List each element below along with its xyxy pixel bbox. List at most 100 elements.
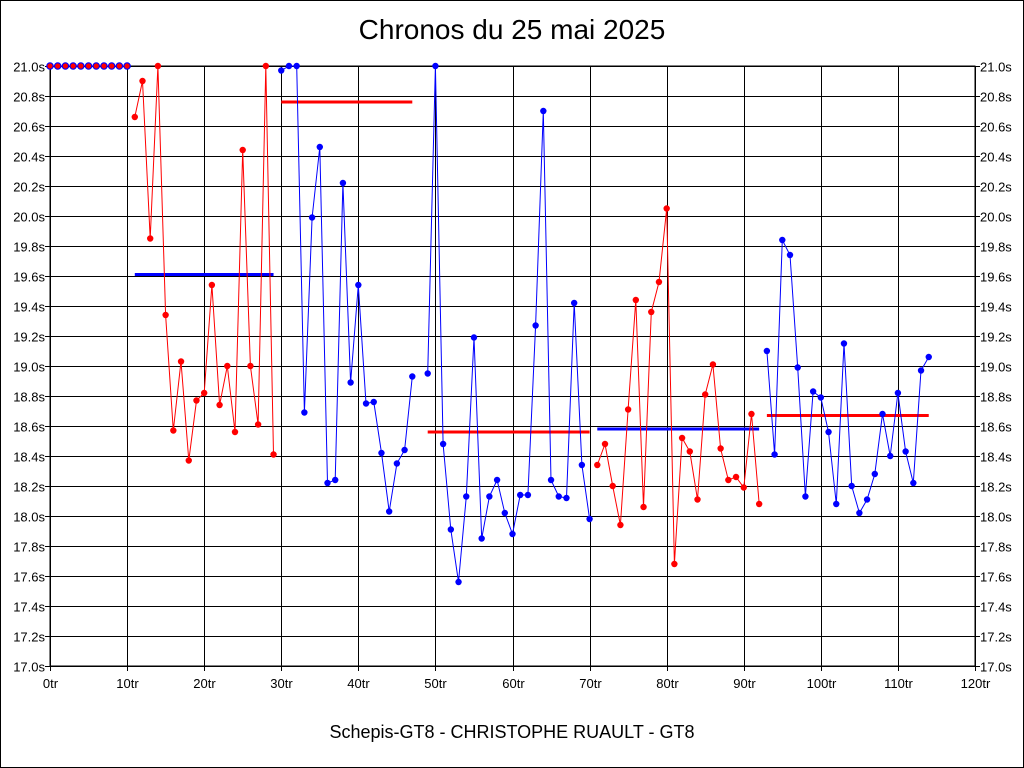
data-point	[270, 451, 277, 458]
x-tick-label: 40tr	[347, 676, 370, 691]
data-point	[278, 67, 285, 74]
data-point	[84, 62, 93, 70]
data-point	[779, 236, 786, 244]
data-point	[46, 62, 54, 70]
data-point	[254, 421, 262, 428]
data-point	[470, 334, 478, 341]
data-point	[648, 308, 655, 316]
data-point	[802, 493, 809, 500]
y-tick-label-right: 19.2s	[980, 330, 1012, 345]
x-tick-label: 100tr	[807, 676, 837, 691]
data-point	[424, 370, 431, 377]
data-point	[755, 500, 763, 508]
data-point	[378, 449, 385, 457]
data-point	[671, 560, 678, 568]
data-point	[871, 470, 878, 478]
data-point	[293, 62, 300, 70]
y-tick-label-left: 20.2s	[13, 180, 45, 195]
data-point	[902, 448, 909, 455]
data-point	[632, 296, 640, 304]
data-point	[740, 484, 747, 491]
data-point	[231, 428, 239, 436]
data-point	[578, 461, 586, 469]
data-point	[894, 389, 902, 397]
data-point	[771, 451, 778, 458]
y-tick-label-right: 17.4s	[980, 600, 1012, 615]
chart-footer: Schepis-GT8 - CHRISTOPHE RUAULT - GT8	[329, 722, 695, 742]
y-tick-label-left: 18.8s	[13, 390, 45, 405]
y-tick-label-left: 20.6s	[13, 120, 45, 135]
data-point	[848, 482, 855, 490]
data-point	[455, 578, 462, 586]
y-tick-label-left: 18.6s	[13, 420, 45, 435]
data-point	[77, 62, 85, 70]
data-point	[185, 457, 192, 464]
y-tick-label-right: 17.8s	[980, 540, 1012, 555]
y-tick-label-right: 18.0s	[980, 510, 1012, 525]
series-points	[46, 62, 932, 586]
data-point	[285, 62, 293, 70]
y-tick-label-left: 19.2s	[13, 330, 45, 345]
series-line-session-6	[766, 238, 930, 515]
y-tick-label-left: 20.8s	[13, 90, 45, 105]
data-point	[239, 146, 246, 154]
data-point	[540, 107, 547, 115]
data-point	[725, 476, 732, 484]
data-point	[139, 77, 146, 85]
series-lines	[50, 65, 930, 583]
y-tick-label-left: 21.0s	[13, 60, 45, 75]
x-tick-label: 70tr	[579, 676, 602, 691]
grid	[45, 65, 980, 671]
data-point	[640, 503, 647, 511]
data-point	[887, 452, 894, 460]
y-tick-label-left: 19.6s	[13, 270, 45, 285]
data-point	[517, 491, 524, 499]
data-point	[208, 281, 216, 289]
y-tick-label-left: 17.6s	[13, 570, 45, 585]
data-point	[385, 508, 393, 515]
data-point	[401, 446, 408, 454]
data-point	[486, 493, 493, 500]
y-tick-label-left: 18.2s	[13, 480, 45, 495]
data-point	[123, 62, 131, 70]
data-point	[586, 515, 593, 523]
x-tick-label: 120tr	[961, 676, 991, 691]
data-point	[501, 509, 508, 517]
data-point	[524, 491, 532, 499]
data-point	[115, 62, 124, 70]
y-tick-label-right: 19.8s	[980, 240, 1012, 255]
data-point	[817, 394, 825, 401]
y-tick-label-left: 19.0s	[13, 360, 45, 375]
y-tick-label-right: 17.0s	[980, 660, 1012, 675]
data-point	[732, 473, 740, 481]
data-point	[655, 278, 663, 286]
data-point	[478, 535, 485, 542]
y-tick-label-right: 20.2s	[980, 180, 1012, 195]
series-line-session-3	[281, 65, 413, 512]
x-tick-label: 90tr	[733, 676, 756, 691]
y-tick-label-right: 21.0s	[980, 60, 1012, 75]
data-point	[324, 479, 331, 487]
y-tick-label-right: 19.4s	[980, 300, 1012, 315]
x-tick-label: 10tr	[116, 676, 139, 691]
data-point	[216, 401, 223, 409]
y-tick-label-right: 20.8s	[980, 90, 1012, 105]
x-axis-ticks: 0tr 10tr 20tr 30tr 40tr 50tr 60tr 70tr 80tr 90tr 1…	[43, 676, 991, 691]
x-tick-label: 20tr	[193, 676, 216, 691]
data-point	[53, 62, 62, 70]
data-point	[624, 406, 632, 413]
data-point	[316, 143, 323, 151]
data-point	[432, 62, 439, 70]
data-point	[509, 530, 516, 538]
y-tick-label-right: 19.6s	[980, 270, 1012, 285]
data-point	[200, 389, 208, 397]
y-tick-label-left: 17.2s	[13, 630, 45, 645]
y-tick-label-right: 17.2s	[980, 630, 1012, 645]
data-point	[879, 410, 886, 418]
average-lines	[134, 100, 929, 434]
y-tick-label-right: 18.8s	[980, 390, 1012, 405]
y-axis-ticks: 17.0s 17.0s 17.2s 17.2s 17.4s 17.4s 17.6s 17.6s…	[13, 60, 1012, 675]
data-point	[794, 364, 801, 371]
data-point	[763, 347, 771, 355]
